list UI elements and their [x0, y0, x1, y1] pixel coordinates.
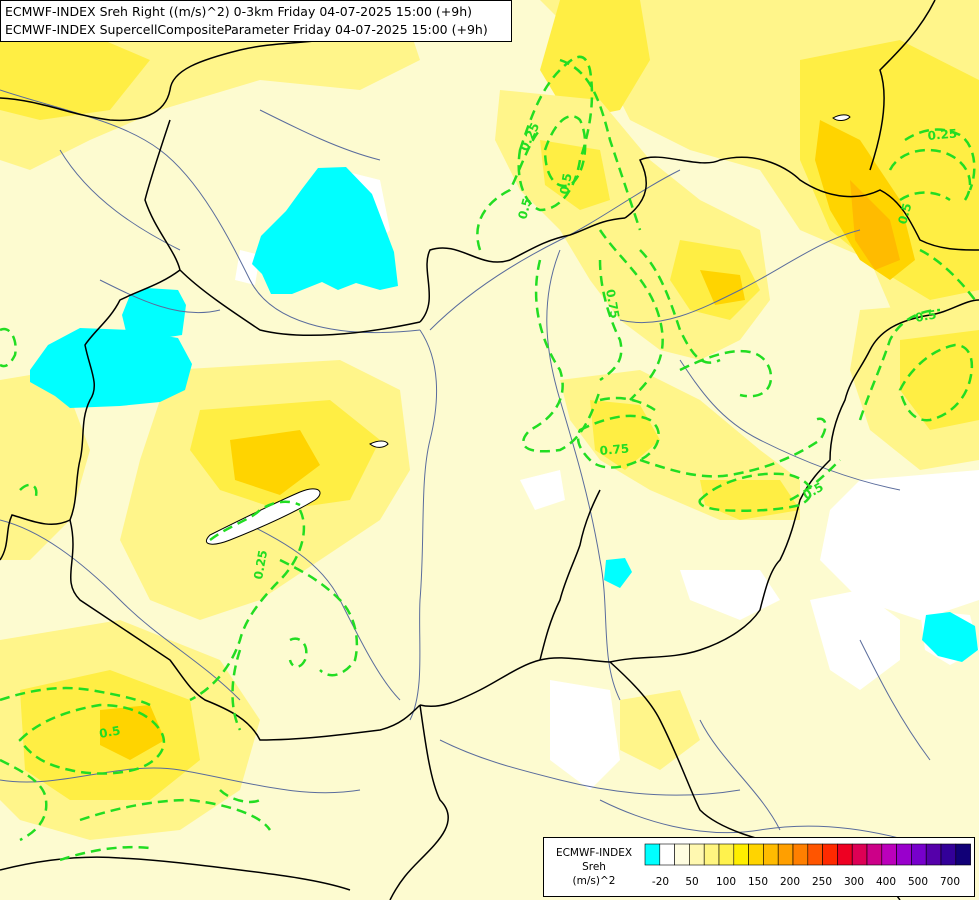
legend-scale: -20 50 100 150 200 250 300 400 500 700 — [644, 843, 971, 888]
legend-swatch — [689, 843, 705, 866]
legend-swatch — [866, 843, 883, 866]
legend-swatch — [659, 843, 675, 866]
legend-tick-label: 500 — [908, 876, 928, 888]
legend-swatch — [881, 843, 897, 866]
legend-swatch — [807, 843, 823, 866]
legend-swatch — [837, 843, 853, 866]
title-line-sreh: ECMWF-INDEX Sreh Right ((m/s)^2) 0-3km F… — [5, 4, 473, 19]
legend-swatch — [822, 843, 838, 866]
legend-swatch — [748, 843, 764, 866]
contour-label: 0.5 — [914, 307, 937, 324]
legend-swatch — [955, 843, 971, 866]
legend-tick-label: 400 — [876, 876, 896, 888]
legend-swatch — [911, 843, 927, 866]
legend-tick-label: 250 — [812, 876, 832, 888]
legend-tick-label: 700 — [940, 876, 960, 888]
scp-contours — [0, 55, 976, 862]
legend-swatch — [777, 843, 794, 866]
legend-tick-label: 200 — [780, 876, 800, 888]
rivers — [0, 89, 941, 851]
contour-label: 0.5 — [557, 172, 574, 195]
contour-label: 0.5 — [515, 197, 534, 221]
legend-tick-label: 100 — [716, 876, 736, 888]
contour-label: 0.25 — [927, 126, 958, 143]
legend-swatch — [925, 843, 942, 866]
legend-title: ECMWF-INDEX Sreh (m/s)^2 — [546, 846, 642, 888]
legend-tick-label: -20 — [652, 876, 669, 888]
contour-label: 0.5 — [98, 723, 121, 740]
legend-tick-label: 300 — [844, 876, 864, 888]
legend-swatch — [674, 843, 690, 866]
legend-param: Sreh — [582, 861, 606, 873]
legend-swatch — [763, 843, 779, 866]
legend-swatch — [792, 843, 809, 866]
legend-model: ECMWF-INDEX — [555, 847, 633, 859]
contour-label: 0.75 — [603, 288, 622, 320]
map-title-box: ECMWF-INDEX Sreh Right ((m/s)^2) 0-3km F… — [0, 0, 512, 42]
legend-swatch — [703, 843, 720, 866]
legend-swatch — [733, 843, 749, 866]
legend-swatch — [644, 843, 661, 866]
legend-tick-label: 50 — [685, 876, 698, 888]
legend-swatch — [940, 843, 957, 866]
legend-unit: (m/s)^2 — [572, 875, 616, 887]
title-line-scp: ECMWF-INDEX SupercellCompositeParameter … — [5, 22, 488, 37]
legend-tick-label: 150 — [748, 876, 768, 888]
contour-label: 0.5 — [895, 202, 914, 226]
color-legend: ECMWF-INDEX Sreh (m/s)^2 -20 50 100 150 200 2… — [543, 837, 975, 897]
legend-swatch — [718, 843, 735, 866]
legend-swatch — [851, 843, 868, 866]
contour-label: 0.25 — [251, 549, 270, 581]
contour-label: 0.75 — [599, 441, 630, 458]
legend-swatch — [896, 843, 912, 866]
